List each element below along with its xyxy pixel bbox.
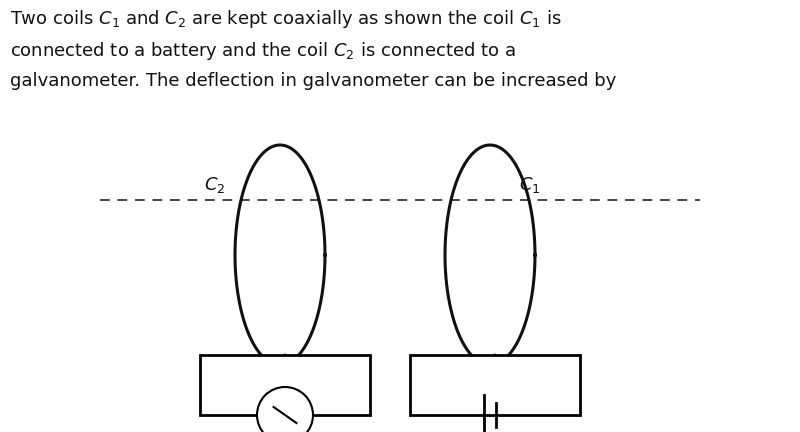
- Text: $C_2$: $C_2$: [204, 175, 226, 195]
- Bar: [410, 355, 580, 415]
- Text: $C_1$: $C_1$: [519, 175, 541, 195]
- Text: Two coils $C_1$ and $C_2$ are kept coaxially as shown the coil $C_1$ is
connecte: Two coils $C_1$ and $C_2$ are kept coaxi…: [10, 8, 616, 89]
- Circle shape: [257, 387, 313, 432]
- Bar: [200, 355, 370, 415]
